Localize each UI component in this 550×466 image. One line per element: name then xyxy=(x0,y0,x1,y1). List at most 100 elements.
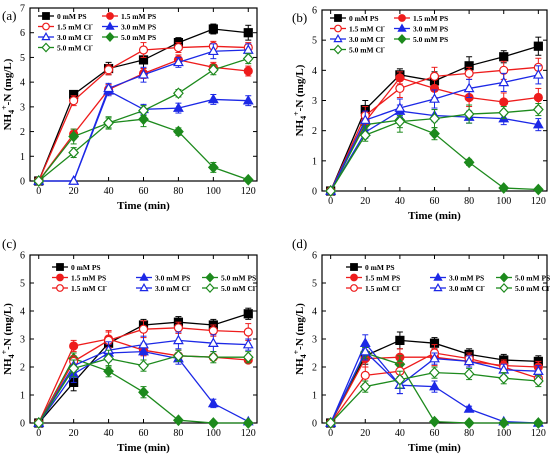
y-tick-label: 5 xyxy=(312,279,317,290)
y-tick-label: 1 xyxy=(312,156,317,167)
x-tick-label: 0 xyxy=(36,186,41,197)
x-tick-label: 40 xyxy=(395,196,405,207)
data-point xyxy=(499,97,509,107)
data-point xyxy=(498,76,510,87)
data-point xyxy=(68,362,80,375)
legend-marker xyxy=(334,24,342,33)
data-point xyxy=(533,92,543,103)
data-point xyxy=(429,127,440,140)
data-point xyxy=(138,45,149,55)
legend-label: 3.0 mM PS xyxy=(449,273,484,282)
legend-entry-3-0-mm-ps: 3.0 mM PS xyxy=(102,21,156,31)
data-point xyxy=(359,129,371,142)
data-point xyxy=(138,386,149,399)
data-point xyxy=(394,373,406,386)
data-point xyxy=(103,65,114,75)
legend-label: 0 mM PS xyxy=(365,263,395,272)
series-5-0-mm-ps xyxy=(33,111,254,187)
series-5-0-mm-cl xyxy=(325,366,544,429)
data-point xyxy=(532,417,544,429)
y-tick-label: 0 xyxy=(312,187,317,198)
legend-marker xyxy=(56,284,64,292)
data-point xyxy=(208,326,218,336)
x-tick-label: 60 xyxy=(430,428,440,439)
panel-label: (a) xyxy=(2,8,16,23)
x-tick-label: 40 xyxy=(104,428,114,439)
data-point xyxy=(207,63,219,76)
legend-label: 1.5 mM PS xyxy=(365,273,400,282)
data-point xyxy=(207,397,219,408)
legend-marker xyxy=(106,12,114,20)
data-point xyxy=(359,345,371,356)
x-tick-label: 100 xyxy=(206,186,221,197)
data-point xyxy=(173,42,184,53)
data-point xyxy=(463,108,475,120)
panel-label: (d) xyxy=(292,236,307,251)
legend-marker xyxy=(139,272,149,281)
legend-marker xyxy=(397,23,407,32)
legend-marker xyxy=(205,282,215,294)
legend-label: 5.0 mM PS xyxy=(221,273,256,282)
x-tick-label: 40 xyxy=(104,186,114,197)
legend-label: 1.5 mM PS xyxy=(71,273,106,282)
legend-entry-5-0-mm-cl: 5.0 mM Cl- xyxy=(330,44,385,55)
legend-entry-3-0-mm-cl: 3.0 mM Cl- xyxy=(38,31,93,42)
series-5-0-mm-cl xyxy=(33,349,254,429)
y-tick-label: 6 xyxy=(20,251,25,262)
x-tick-label: 0 xyxy=(328,196,333,207)
legend-label: 5.0 mM PS xyxy=(413,35,448,44)
data-point xyxy=(394,102,406,112)
legend-marker xyxy=(56,263,64,271)
data-point xyxy=(532,375,544,387)
legend-entry-5-0-mm-ps: 5.0 mM PS xyxy=(394,33,448,45)
legend-label: 0 mM PS xyxy=(57,12,87,21)
data-point xyxy=(429,380,440,391)
y-tick-label: 2 xyxy=(312,363,317,374)
y-tick-label: 4 xyxy=(312,307,317,318)
data-point xyxy=(242,338,254,349)
legend-entry-5-0-mm-ps: 5.0 mM PS xyxy=(496,272,550,283)
panel-label: (b) xyxy=(292,10,307,25)
legend: 0 mM PS 1.5 mM PS 1.5 mM Cl- 3.0 mM PS 3.0 m… xyxy=(38,12,156,53)
data-point xyxy=(243,66,253,76)
y-tick-label: 6 xyxy=(312,6,317,17)
y-tick-label: 2 xyxy=(20,127,25,138)
y-tick-label: 3 xyxy=(20,102,25,113)
x-axis-label: Time (min) xyxy=(117,200,170,212)
legend-label: 5.0 mM Cl- xyxy=(221,284,257,293)
data-point xyxy=(498,372,510,385)
data-point xyxy=(429,415,440,428)
data-point xyxy=(463,355,475,366)
legend-label: 1.5 mM Cl- xyxy=(349,24,385,33)
y-axis-label: NH4+-N (mg/L) xyxy=(292,303,308,375)
data-point xyxy=(325,185,337,197)
y-tick-label: 4 xyxy=(20,78,25,89)
y-tick-label: 5 xyxy=(20,53,25,64)
y-tick-label: 1 xyxy=(312,391,317,402)
data-point xyxy=(33,175,45,187)
data-point xyxy=(172,334,184,345)
legend-marker xyxy=(205,272,215,283)
legend-marker xyxy=(433,282,443,292)
data-point xyxy=(207,351,219,364)
data-point xyxy=(69,341,79,351)
data-point xyxy=(429,71,440,81)
data-point xyxy=(242,94,254,105)
y-tick-label: 0 xyxy=(312,419,317,430)
legend-label: 1.5 mM Cl- xyxy=(71,284,107,293)
legend-marker xyxy=(398,14,406,22)
y-tick-label: 0 xyxy=(20,419,25,430)
data-point xyxy=(498,417,510,429)
y-tick-label: 1 xyxy=(20,152,25,163)
data-point xyxy=(207,45,219,56)
data-point xyxy=(429,366,440,379)
legend-marker xyxy=(42,22,50,31)
data-point xyxy=(532,365,544,375)
legend-marker xyxy=(397,33,407,45)
data-point xyxy=(532,118,544,129)
legend-label: 5.0 mM Cl- xyxy=(515,284,550,293)
data-point xyxy=(360,370,370,380)
x-tick-label: 100 xyxy=(206,428,221,439)
y-tick-label: 7 xyxy=(20,4,25,15)
legend-entry-1-5-mm-cl: 1.5 mM Cl- xyxy=(38,22,93,31)
